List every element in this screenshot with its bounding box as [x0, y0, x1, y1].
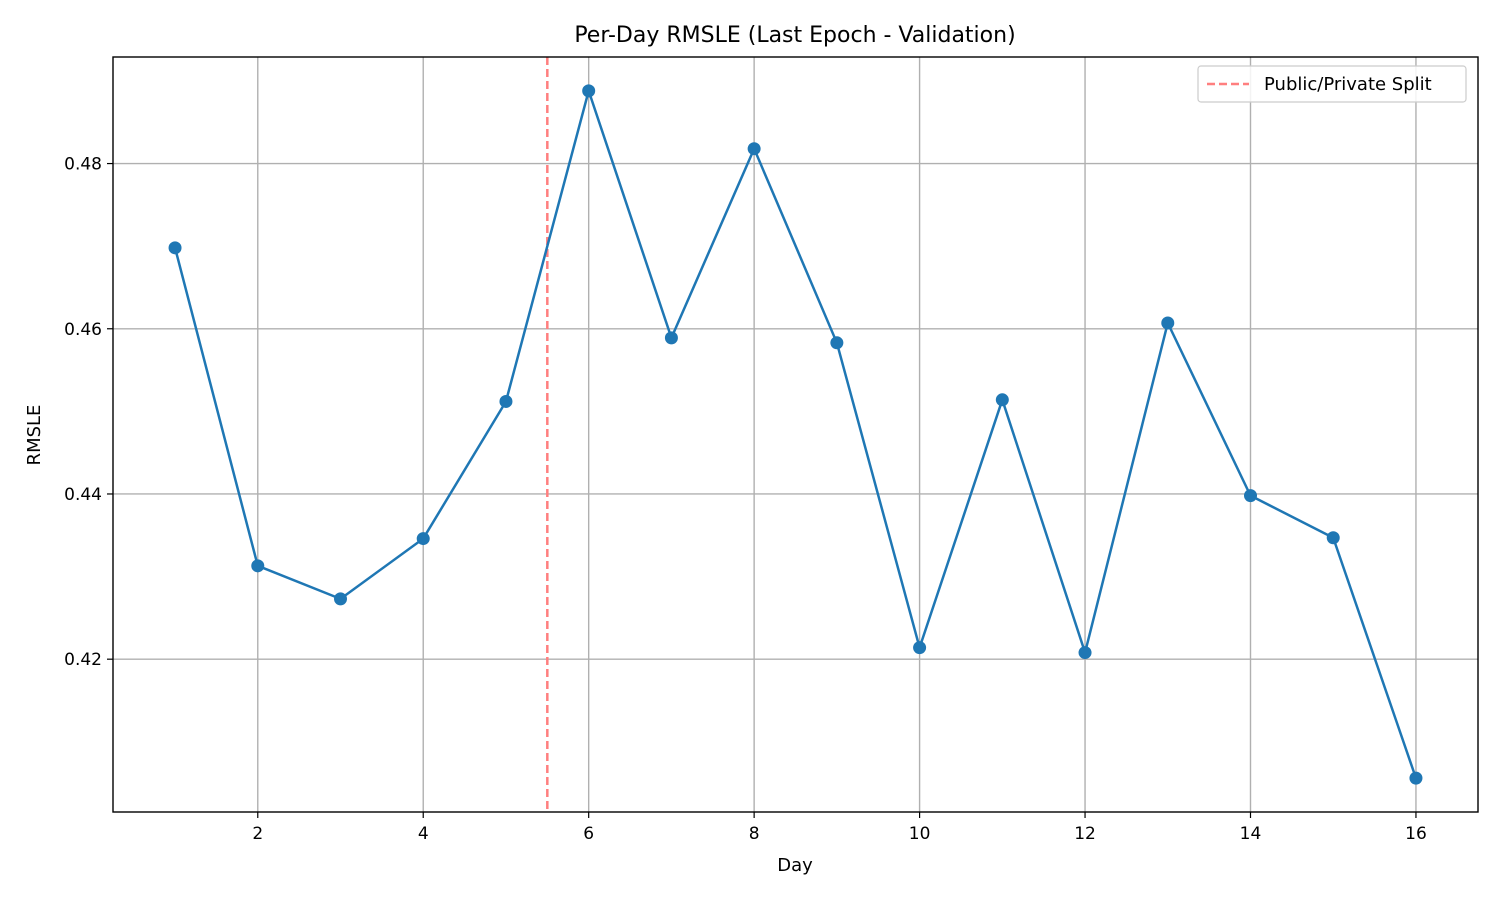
x-tick-label: 10	[909, 824, 931, 844]
data-point	[416, 532, 430, 546]
data-point	[1078, 646, 1092, 660]
x-tick-label: 6	[583, 824, 594, 844]
data-point	[1326, 531, 1340, 545]
legend-box	[1197, 65, 1467, 103]
x-tick-label: 4	[418, 824, 429, 844]
tick-layer: 2 4 6 8 10 12 14 16 0.42 0.44 0.46 0.48	[64, 155, 1427, 844]
data-point	[747, 142, 761, 156]
legend-entry-label: Public/Private Split	[1264, 74, 1432, 95]
data-point	[1161, 316, 1175, 330]
data-point	[995, 393, 1009, 407]
x-axis-label: Day	[777, 855, 813, 876]
data-point	[168, 241, 182, 255]
data-point	[499, 394, 513, 408]
y-tick-label: 0.42	[64, 650, 102, 670]
y-tick-label: 0.48	[64, 155, 102, 175]
data-point	[334, 592, 347, 606]
y-tick-label: 0.46	[64, 320, 102, 340]
data-point	[664, 331, 678, 345]
legend: Public/Private Split	[1197, 65, 1467, 103]
x-tick-label: 12	[1074, 824, 1096, 844]
grid-layer	[113, 57, 1478, 812]
x-tick-label: 2	[252, 824, 263, 844]
chart-title: Per-Day RMSLE (Last Epoch - Validation)	[574, 23, 1015, 48]
x-tick-label: 14	[1240, 824, 1262, 844]
series-layer	[168, 84, 1423, 785]
plot-frame	[112, 56, 1479, 813]
data-point	[913, 641, 927, 655]
x-tick-label: 8	[749, 824, 760, 844]
data-point	[1409, 771, 1423, 785]
data-point	[830, 336, 844, 350]
data-point	[1244, 489, 1257, 503]
data-point	[251, 559, 265, 573]
y-tick-label: 0.44	[64, 485, 102, 505]
data-point	[582, 84, 596, 98]
x-tick-label: 16	[1405, 824, 1427, 844]
rmsle-series-line	[173, 89, 1418, 779]
y-axis-label: RMSLE	[24, 405, 45, 466]
